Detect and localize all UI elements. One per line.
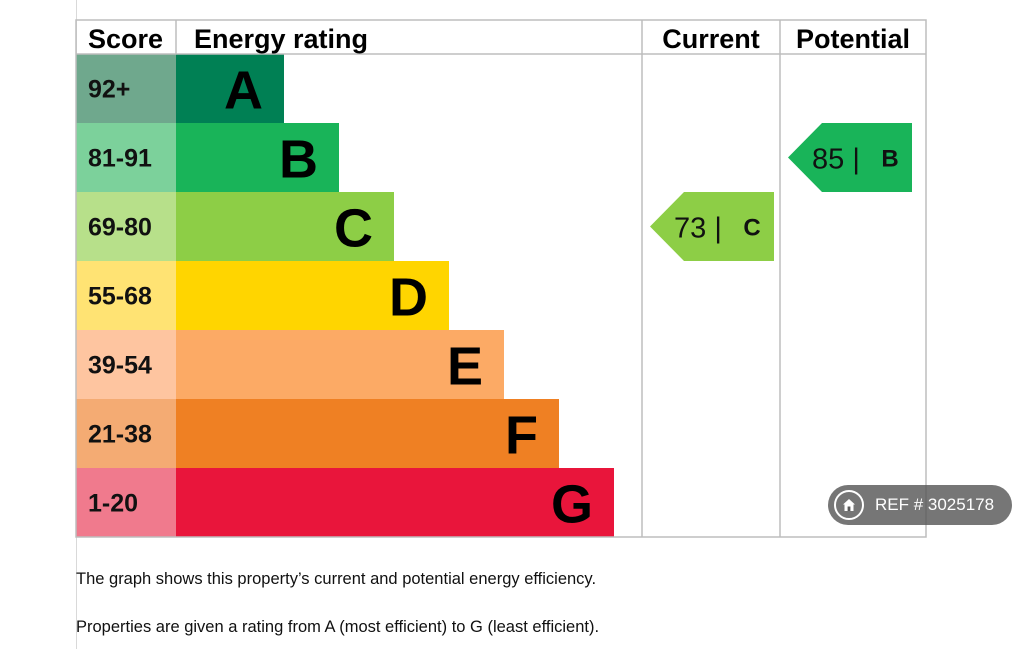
- band-bar-e: [176, 330, 504, 399]
- band-bar-c: [176, 192, 394, 261]
- score-cell-b: [76, 123, 176, 192]
- band-letter-f: F: [505, 406, 538, 466]
- caption-rating-scale: Properties are given a rating from A (mo…: [76, 618, 600, 636]
- band-letter-c: C: [334, 199, 373, 259]
- score-range-c: 69-80: [88, 214, 152, 242]
- band-bar-b: [176, 123, 339, 192]
- potential-rating-arrow-letter: B: [881, 146, 898, 173]
- potential-rating-arrow-shape: [788, 123, 912, 192]
- band-letter-e: E: [447, 337, 483, 397]
- band-letter-a: A: [224, 61, 263, 121]
- band-letter-d: D: [389, 268, 428, 328]
- current-rating-arrow: 73 | C: [650, 192, 774, 261]
- band-bar-a: [176, 54, 284, 123]
- home-icon: [834, 490, 864, 520]
- ref-number: REF # 3025178: [875, 495, 995, 514]
- score-range-a: 92+: [88, 76, 130, 104]
- caption-efficiency: The graph shows this property’s current …: [76, 570, 597, 588]
- current-rating-arrow-letter: C: [743, 215, 760, 242]
- score-range-e: 39-54: [88, 352, 152, 380]
- ref-badge: REF # 3025178: [828, 485, 1012, 525]
- potential-rating-arrow: 85 | B: [788, 123, 912, 192]
- score-cell-c: [76, 192, 176, 261]
- table-outline: [75, 19, 927, 538]
- table-grid: [75, 19, 927, 538]
- score-cell-a: [76, 54, 176, 123]
- score-cell-f: [76, 399, 176, 468]
- band-bar-d: [176, 261, 449, 330]
- score-cell-g: [76, 468, 176, 537]
- score-cell-e: [76, 330, 176, 399]
- score-range-d: 55-68: [88, 283, 152, 311]
- energy-rating-chart: 92+ A 81-91 B 69-80 C 55-68 D 39-54 E 21-38 F 1-20 G S…: [75, 19, 927, 538]
- current-rating-arrow-value: 73 |: [674, 213, 722, 245]
- score-range-g: 1-20: [88, 490, 138, 518]
- score-cell-d: [76, 261, 176, 330]
- header-energy-rating: Energy rating: [194, 24, 368, 54]
- header-score: Score: [88, 24, 163, 54]
- score-range-f: 21-38: [88, 421, 152, 449]
- band-letter-g: G: [551, 475, 593, 535]
- current-rating-arrow-shape: [650, 192, 774, 261]
- header-current: Current: [662, 24, 760, 54]
- band-letter-b: B: [279, 130, 318, 190]
- potential-rating-arrow-value: 85 |: [812, 144, 860, 176]
- band-bar-f: [176, 399, 559, 468]
- score-range-b: 81-91: [88, 145, 152, 173]
- header-potential: Potential: [796, 24, 910, 54]
- band-bar-g: [176, 468, 614, 537]
